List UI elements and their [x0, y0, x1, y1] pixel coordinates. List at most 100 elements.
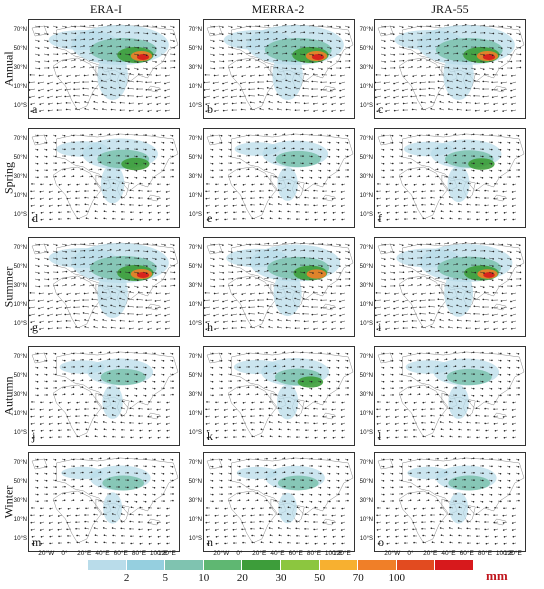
- latitude-tick-label: 10°N: [188, 84, 202, 90]
- map-panel-winter-jra-55: o: [374, 452, 526, 552]
- longitude-tick-label: 0°: [407, 550, 414, 557]
- panel-label: c: [378, 102, 384, 116]
- map-svg: [376, 351, 525, 439]
- latitude-labels: 70°N 50°N 30°N 10°N 10°S: [350, 19, 374, 119]
- panel-label: o: [378, 535, 384, 549]
- latitude-tick-label: 30°N: [188, 283, 202, 289]
- colorbar-tick-label: 2: [123, 572, 130, 584]
- longitude-tick-label: 100°E: [495, 550, 514, 557]
- latitude-tick-label: 30°N: [13, 283, 27, 289]
- longitude-label-row: 20°W 0° 20°E 40°E 60°E 80°E 100°E 120°E: [374, 550, 526, 560]
- colorbar-tick-label: 5: [162, 572, 168, 584]
- map-svg: [204, 241, 354, 331]
- colorbar-tick-label: 100: [388, 572, 406, 584]
- latitude-labels: 70°N 50°N 30°N 10°N 10°S: [350, 128, 374, 228]
- latitude-tick-label: 10°N: [13, 302, 27, 308]
- longitude-tick-label: 60°E: [459, 550, 474, 557]
- map-panel-spring-merra-2: e: [203, 128, 355, 228]
- latitude-labels: 70°N 50°N 30°N 10°N 10°S: [179, 346, 203, 446]
- latitude-tick-label: 70°N: [13, 460, 27, 466]
- colorbar-tick-labels: 2 5 10 20 30 50 70 100: [88, 572, 474, 586]
- latitude-tick-label: 10°S: [188, 321, 202, 327]
- latitude-tick-label: 50°N: [188, 479, 202, 485]
- latitude-tick-label: 70°N: [188, 136, 202, 142]
- colorbar-tick-label: 50: [314, 572, 326, 584]
- latitude-tick-label: 50°N: [188, 373, 202, 379]
- latitude-tick-label: 70°N: [13, 354, 27, 360]
- latitude-tick-label: 10°S: [359, 212, 373, 218]
- map-panel-autumn-jra-55: l: [374, 346, 526, 446]
- latitude-tick-label: 10°N: [13, 193, 27, 199]
- colorbar-segment: [165, 560, 204, 570]
- latitude-tick-label: 30°N: [13, 65, 27, 71]
- latitude-tick-label: 10°N: [188, 517, 202, 523]
- latitude-tick-label: 70°N: [188, 245, 202, 251]
- map-panel-autumn-era-i: j: [28, 346, 180, 446]
- map-panel-spring-era-i: d: [28, 128, 180, 228]
- latitude-tick-label: 10°N: [188, 411, 202, 417]
- latitude-tick-label: 70°N: [13, 245, 27, 251]
- latitude-tick-label: 10°S: [13, 103, 27, 109]
- column-title-merra-2: MERRA-2: [251, 2, 305, 16]
- column-title-jra-55: JRA-55: [431, 2, 469, 16]
- latitude-tick-label: 10°S: [188, 103, 202, 109]
- latitude-tick-label: 10°N: [13, 84, 27, 90]
- latitude-tick-label: 30°N: [359, 283, 373, 289]
- longitude-tick-label: 40°E: [441, 550, 456, 557]
- latitude-tick-label: 50°N: [359, 46, 373, 52]
- latitude-labels: 70°N 50°N 30°N 10°N 10°S: [4, 237, 28, 337]
- longitude-tick-label: 20°W: [38, 550, 55, 557]
- latitude-labels: 70°N 50°N 30°N 10°N 10°S: [179, 19, 203, 119]
- latitude-tick-label: 30°N: [188, 498, 202, 504]
- latitude-tick-label: 30°N: [188, 174, 202, 180]
- latitude-tick-label: 70°N: [359, 136, 373, 142]
- latitude-tick-label: 10°S: [359, 430, 373, 436]
- map-panel-summer-merra-2: h: [203, 237, 355, 337]
- colorbar-segment: [358, 560, 397, 570]
- latitude-tick-label: 10°S: [13, 430, 27, 436]
- longitude-tick-label: 80°E: [306, 550, 322, 557]
- latitude-tick-label: 30°N: [13, 392, 27, 398]
- panel-label: d: [32, 211, 38, 225]
- latitude-labels: 70°N 50°N 30°N 10°N 10°S: [179, 452, 203, 552]
- latitude-tick-label: 50°N: [359, 155, 373, 161]
- map-panel-autumn-merra-2: k: [203, 346, 355, 446]
- map-panel-winter-merra-2: n: [203, 452, 355, 552]
- longitude-label-row: 20°W 0° 20°E 40°E 60°E 80°E 100°E 120°E: [203, 550, 355, 560]
- panel-label: i: [378, 320, 382, 334]
- longitude-tick-label: 0°: [236, 550, 243, 557]
- longitude-tick-label: 20°E: [252, 550, 267, 557]
- latitude-tick-label: 10°S: [359, 321, 373, 327]
- latitude-tick-label: 70°N: [359, 354, 373, 360]
- latitude-tick-label: 10°S: [13, 321, 27, 327]
- latitude-tick-label: 10°N: [188, 302, 202, 308]
- colorbar-tick-label: 10: [198, 572, 210, 584]
- latitude-tick-label: 30°N: [359, 65, 373, 71]
- latitude-labels: 70°N 50°N 30°N 10°N 10°S: [4, 452, 28, 552]
- longitude-tick-label: 120°E: [158, 550, 176, 557]
- colorbar-segment: [126, 560, 166, 570]
- map-svg: [204, 23, 354, 113]
- map-panel-winter-era-i: m: [28, 452, 180, 552]
- latitude-tick-label: 10°S: [13, 212, 27, 218]
- latitude-tick-label: 30°N: [188, 392, 202, 398]
- map-panel-annual-era-i: a: [28, 19, 180, 119]
- panel-label: a: [32, 102, 38, 116]
- map-svg: [375, 23, 525, 113]
- latitude-tick-label: 70°N: [13, 27, 27, 33]
- panel-label: h: [207, 320, 213, 334]
- latitude-tick-label: 50°N: [13, 373, 27, 379]
- latitude-tick-label: 10°N: [359, 517, 373, 523]
- map-svg: [205, 351, 354, 439]
- colorbar-tick-label: 20: [236, 572, 248, 584]
- latitude-tick-label: 70°N: [13, 136, 27, 142]
- latitude-tick-label: 30°N: [188, 65, 202, 71]
- longitude-tick-label: 120°E: [504, 550, 522, 557]
- latitude-tick-label: 50°N: [188, 46, 202, 52]
- latitude-tick-label: 10°N: [359, 302, 373, 308]
- latitude-tick-label: 30°N: [359, 392, 373, 398]
- colorbar: [88, 560, 474, 570]
- panel-label: j: [32, 429, 36, 443]
- latitude-tick-label: 10°N: [359, 411, 373, 417]
- latitude-tick-label: 70°N: [188, 354, 202, 360]
